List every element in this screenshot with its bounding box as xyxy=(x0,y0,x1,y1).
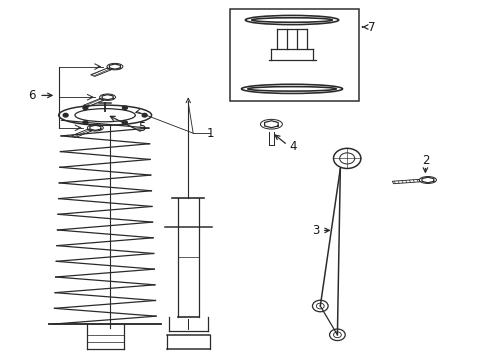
Circle shape xyxy=(83,106,88,109)
Circle shape xyxy=(142,113,147,117)
Text: 1: 1 xyxy=(206,127,214,140)
Text: 2: 2 xyxy=(421,154,428,167)
Text: 3: 3 xyxy=(311,224,319,237)
Circle shape xyxy=(63,113,68,117)
Circle shape xyxy=(122,121,127,125)
Text: 4: 4 xyxy=(289,140,297,153)
Text: 6: 6 xyxy=(28,89,36,102)
Circle shape xyxy=(122,106,127,109)
Circle shape xyxy=(83,121,88,125)
Bar xyxy=(229,9,359,101)
Text: 5: 5 xyxy=(138,121,145,134)
Text: 7: 7 xyxy=(367,21,375,33)
